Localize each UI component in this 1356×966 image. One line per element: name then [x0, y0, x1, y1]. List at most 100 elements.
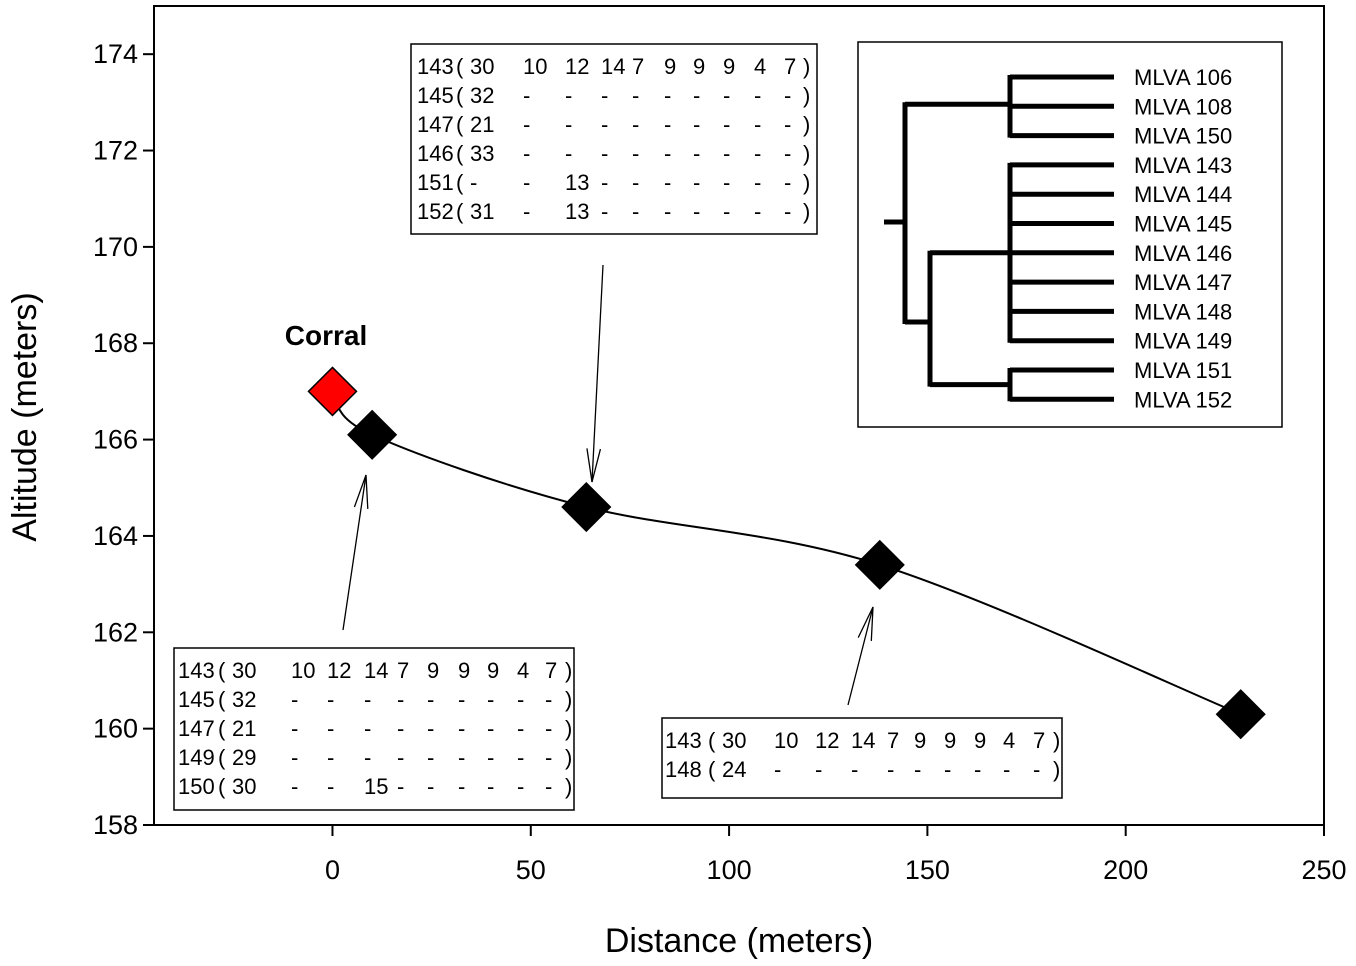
haplotype-row: 151(- -13- - - - - - -)	[417, 170, 810, 195]
haplotype-row: 143(30 10 12 14 7 9 9 9 4 7)	[665, 728, 1060, 753]
haplotype-row: 149(29- - - - - - - - -)	[178, 745, 572, 770]
haplotype-id: 143	[417, 54, 454, 79]
haplotype-cell: 9	[458, 658, 470, 683]
haplotype-cell: 4	[517, 658, 529, 683]
haplotype-cell: -	[601, 112, 608, 137]
haplotype-row: 152(31-13- - - - - - -)	[417, 199, 810, 224]
close-paren: )	[803, 141, 810, 166]
haplotype-cell: -	[327, 687, 334, 712]
open-paren: (	[456, 83, 464, 108]
haplotype-cell: -	[664, 199, 671, 224]
haplotype-cell: 21	[470, 112, 494, 137]
haplotype-cell: 9	[693, 54, 705, 79]
open-paren: (	[218, 716, 226, 741]
haplotype-cell: -	[458, 687, 465, 712]
close-paren: )	[803, 54, 810, 79]
haplotype-cell: -	[944, 757, 951, 782]
mlva-dendrogram: MLVA 106 MLVA 108 MLVA 150 MLVA 143 MLVA 144…	[857, 41, 1283, 428]
haplotype-cell: -	[291, 687, 298, 712]
open-paren: (	[456, 141, 464, 166]
haplotype-cell: 4	[754, 54, 766, 79]
haplotype-cell: 13	[565, 170, 589, 195]
y-tick-label: 170	[93, 232, 138, 262]
open-paren: (	[708, 728, 716, 753]
haplotype-cell: 7	[784, 54, 796, 79]
haplotype-cell: -	[291, 774, 298, 799]
haplotype-cell: -	[693, 141, 700, 166]
annotation-arrow-head	[353, 474, 369, 509]
dendrogram-leaf-label: MLVA 108	[1134, 94, 1232, 119]
haplotype-cell: -	[632, 112, 639, 137]
haplotype-cell: -	[632, 170, 639, 195]
close-paren: )	[803, 112, 810, 137]
haplotype-id: 145	[178, 687, 215, 712]
haplotype-cell: 7	[397, 658, 409, 683]
haplotype-table-frame	[661, 717, 1063, 799]
y-tick-label: 168	[93, 328, 138, 358]
haplotype-cell: 9	[944, 728, 956, 753]
close-paren: )	[565, 745, 572, 770]
haplotype-cell: -	[327, 745, 334, 770]
dendrogram-leaf-label: MLVA 147	[1134, 270, 1232, 295]
haplotype-cell: -	[458, 716, 465, 741]
haplotype-cell: 32	[470, 83, 494, 108]
close-paren: )	[1053, 728, 1060, 753]
haplotype-table: 143(30 10 12 14 7 9 9 9 4 7)145(32- - - - - - - - -)147(2…	[410, 43, 818, 235]
data-point	[854, 539, 905, 590]
haplotype-cell: 32	[232, 687, 256, 712]
haplotype-row: 143(30 10 12 14 7 9 9 9 4 7)	[178, 658, 572, 683]
close-paren: )	[803, 83, 810, 108]
haplotype-cell: 12	[327, 658, 351, 683]
haplotype-tables: 143(30 10 12 14 7 9 9 9 4 7)145(32- - - - - - - - -)147(2…	[173, 43, 1063, 811]
haplotype-cell: -	[601, 83, 608, 108]
x-tick-label: 150	[905, 855, 950, 885]
haplotype-cell: -	[487, 745, 494, 770]
haplotype-cell: -	[723, 83, 730, 108]
data-markers	[307, 366, 1266, 740]
haplotype-cell: -	[693, 112, 700, 137]
dendrogram-leaf-label: MLVA 150	[1134, 124, 1232, 149]
haplotype-cell: -	[427, 745, 434, 770]
close-paren: )	[1053, 757, 1060, 782]
haplotype-cell: -	[1003, 757, 1010, 782]
haplotype-cell: -	[815, 757, 822, 782]
haplotype-cell: -	[784, 141, 791, 166]
haplotype-cell: -	[517, 774, 524, 799]
haplotype-cell: 7	[545, 658, 557, 683]
x-axis-title: Distance (meters)	[605, 922, 873, 960]
haplotype-cell: -	[545, 687, 552, 712]
haplotype-cell: -	[565, 141, 572, 166]
annotation-arrow-head	[857, 606, 874, 641]
haplotype-row: 145(32- - - - - - - - -)	[417, 83, 810, 108]
dendrogram-leaf-label: MLVA 106	[1134, 65, 1232, 90]
haplotype-cell: -	[601, 199, 608, 224]
data-point	[1215, 689, 1266, 740]
y-tick-label: 162	[93, 617, 138, 647]
x-tick-label: 50	[516, 855, 546, 885]
close-paren: )	[565, 716, 572, 741]
haplotype-cell: -	[723, 199, 730, 224]
haplotype-cell: 12	[565, 54, 589, 79]
haplotype-cell: -	[601, 170, 608, 195]
haplotype-cell: -	[914, 757, 921, 782]
haplotype-cell: 14	[364, 658, 388, 683]
haplotype-id: 150	[178, 774, 215, 799]
haplotype-cell: 14	[851, 728, 875, 753]
haplotype-cell: -	[427, 774, 434, 799]
data-point	[347, 409, 398, 460]
y-axis: 158 160 162 164 166 168 170 172 174	[93, 39, 154, 840]
haplotype-cell: 10	[774, 728, 798, 753]
haplotype-cell: -	[523, 83, 530, 108]
haplotype-cell: 9	[914, 728, 926, 753]
haplotype-cell: -	[397, 687, 404, 712]
haplotype-cell: -	[517, 687, 524, 712]
haplotype-cell: -	[427, 716, 434, 741]
haplotype-row: 147(21- - - - - - - - -)	[417, 112, 810, 137]
y-tick-label: 172	[93, 136, 138, 166]
haplotype-row: 150(30- -15- - - - - -)	[178, 774, 572, 799]
dendrogram-leaf-label: MLVA 144	[1134, 182, 1232, 207]
haplotype-cell: -	[723, 141, 730, 166]
haplotype-id: 151	[417, 170, 454, 195]
annotation-arrows	[342, 264, 874, 706]
haplotype-cell: -	[565, 112, 572, 137]
